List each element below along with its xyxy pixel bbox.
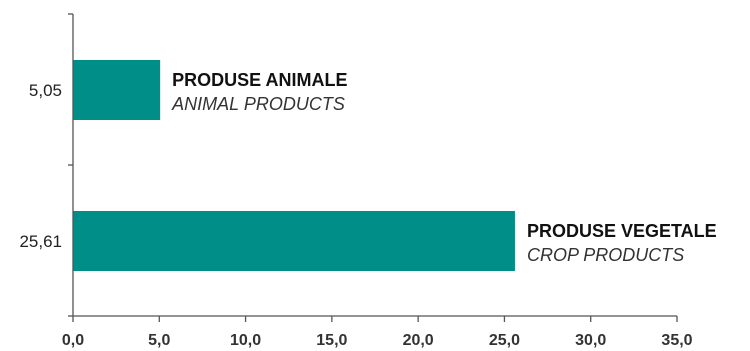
category-label-en: ANIMAL PRODUCTS (171, 94, 345, 114)
category-label-en: CROP PRODUCTS (527, 245, 684, 265)
x-tick-label: 10,0 (230, 332, 261, 349)
x-tick-label: 30,0 (575, 332, 606, 349)
category-label-ro: PRODUSE VEGETALE (527, 221, 717, 241)
x-ticks-group: 0,0 5,0 10,0 15,0 20,0 25,0 30,0 35,0 (62, 316, 693, 349)
x-tick-label: 25,0 (489, 332, 520, 349)
x-tick-label: 5,0 (148, 332, 170, 349)
bar-value-label: 5,05 (29, 81, 62, 100)
x-tick-label: 20,0 (403, 332, 434, 349)
bars-group (73, 60, 515, 271)
bar-crop-products (73, 211, 515, 271)
x-tick-label: 0,0 (62, 332, 84, 349)
x-tick-label: 15,0 (316, 332, 347, 349)
x-tick-label: 35,0 (661, 332, 692, 349)
category-label-ro: PRODUSE ANIMALE (172, 70, 347, 90)
y-ticks-group: 5,05 25,61 (19, 13, 73, 317)
bar-value-label: 25,61 (19, 232, 62, 251)
bar-animal-products (73, 60, 161, 120)
labels-group: PRODUSE ANIMALE ANIMAL PRODUCTS PRODUSE VE… (171, 70, 717, 265)
